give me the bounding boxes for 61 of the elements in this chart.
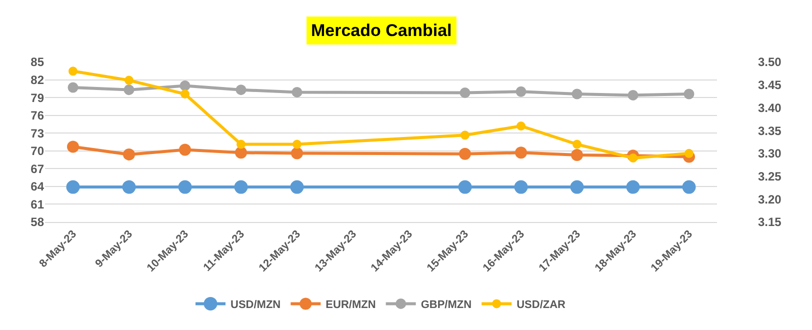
point: [67, 140, 79, 153]
legend-label: EUR/MZN: [326, 298, 376, 311]
point: [516, 122, 526, 130]
point: [460, 88, 470, 98]
point: [292, 86, 302, 98]
point: [682, 180, 696, 194]
point: [514, 180, 528, 194]
point: [68, 82, 78, 93]
y-tick-label: 85: [30, 55, 44, 70]
point: [458, 180, 472, 194]
y-tick-label: 64: [30, 180, 44, 194]
point: [628, 90, 638, 100]
y2-tick-label: 3.35: [758, 124, 782, 138]
point: [460, 130, 470, 140]
y2-tick-label: 3.15: [758, 215, 782, 230]
point: [572, 88, 582, 100]
point: [290, 180, 304, 194]
point: [124, 76, 134, 85]
point: [178, 180, 192, 194]
legend-label: USD/ZAR: [516, 298, 566, 311]
legend-label: GBP/MZN: [420, 298, 472, 311]
point: [684, 88, 694, 100]
point: [122, 180, 136, 194]
y2-tick-label: 3.45: [758, 78, 782, 92]
point: [516, 86, 526, 97]
point: [628, 154, 638, 162]
chart-title: Mercado Cambial: [311, 21, 452, 40]
y-tick-label: 70: [30, 144, 44, 158]
point: [572, 140, 582, 149]
y2-tick-label: 3.20: [758, 192, 782, 206]
y-tick-label: 61: [30, 197, 44, 212]
point: [626, 180, 640, 194]
point: [236, 140, 246, 149]
y-tick-label: 67: [30, 162, 44, 176]
point: [292, 140, 302, 149]
point: [570, 180, 584, 194]
y2-tick-label: 3.50: [758, 55, 782, 70]
y2-tick-label: 3.30: [758, 146, 782, 161]
point: [234, 180, 248, 194]
y-tick-label: 73: [30, 126, 44, 140]
y-tick-label: 82: [30, 72, 44, 87]
point: [180, 80, 190, 91]
point: [179, 144, 191, 156]
point: [66, 180, 80, 194]
y-tick-label: 76: [30, 108, 44, 123]
y2-tick-label: 3.40: [758, 100, 782, 115]
point: [68, 66, 78, 76]
point: [291, 147, 303, 160]
point: [459, 148, 471, 160]
point: [236, 84, 246, 96]
y2-tick-label: 3.25: [758, 169, 782, 184]
y-tick-label: 79: [30, 90, 44, 105]
y-tick-label: 58: [30, 215, 44, 230]
point: [571, 149, 583, 162]
point: [515, 146, 527, 159]
point: [684, 148, 694, 158]
point: [180, 90, 190, 98]
point: [124, 84, 134, 96]
legend-label: USD/MZN: [230, 298, 281, 311]
point: [123, 148, 135, 160]
point: [235, 146, 247, 159]
